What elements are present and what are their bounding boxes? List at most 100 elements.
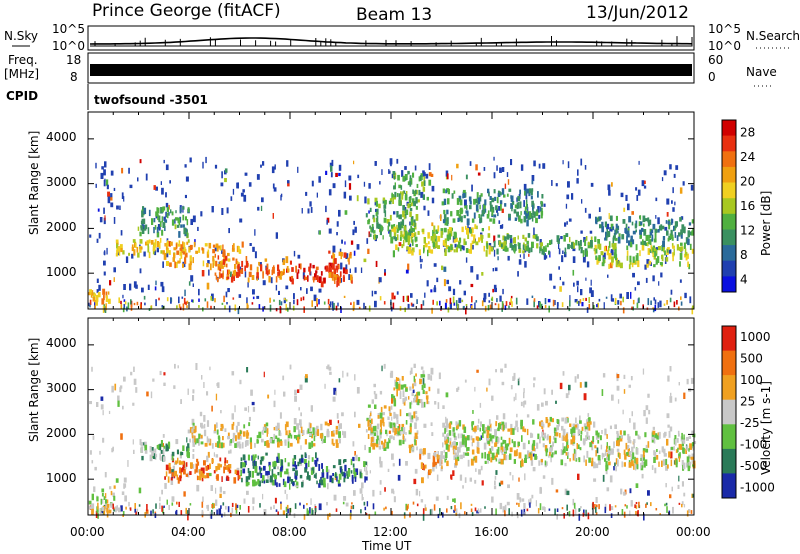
scatter-cell	[188, 281, 191, 286]
scatter-cell	[246, 367, 249, 373]
scatter-cell	[398, 242, 402, 247]
colorbar-segment	[722, 229, 736, 246]
echo-cell	[91, 290, 94, 294]
scatter-cell	[345, 502, 349, 507]
scatter-cell	[236, 182, 239, 189]
echo-cell	[266, 442, 269, 448]
echo-cell	[192, 435, 195, 440]
echo-cell	[653, 238, 657, 243]
clutter-cell	[461, 299, 464, 303]
scatter-cell	[443, 266, 447, 272]
echo-cell	[444, 440, 448, 445]
scatter-cell	[163, 372, 166, 376]
echo-cell	[597, 440, 600, 444]
echo-cell	[200, 441, 204, 445]
scatter-cell	[256, 295, 260, 299]
echo-cell	[309, 263, 312, 269]
echo-cell	[617, 230, 619, 234]
echo-cell	[258, 481, 261, 486]
scatter-cell	[155, 186, 158, 191]
scatter-cell	[152, 378, 155, 382]
echo-cell	[632, 256, 635, 263]
scatter-cell	[199, 411, 203, 417]
scatter-cell	[230, 196, 233, 201]
echo-cell	[262, 429, 264, 435]
echo-cell	[509, 242, 513, 248]
clutter-cell	[269, 304, 272, 312]
echo-cell	[152, 248, 155, 255]
clutter-cell	[94, 305, 96, 309]
clutter-cell	[134, 503, 136, 509]
echo-cell	[246, 432, 250, 436]
echo-cell	[442, 422, 445, 428]
echo-cell	[484, 460, 487, 464]
echo-cell	[668, 235, 671, 240]
clutter-cell	[293, 299, 295, 305]
echo-cell	[395, 377, 398, 384]
echo-cell	[175, 439, 179, 445]
scatter-cell	[538, 163, 541, 169]
scatter-cell	[129, 184, 133, 189]
echo-cell	[503, 194, 506, 198]
echo-cell	[101, 298, 105, 305]
clutter-cell	[112, 503, 114, 510]
clutter-cell	[234, 304, 237, 312]
echo-cell	[653, 247, 656, 252]
echo-cell	[691, 430, 694, 435]
echo-cell	[397, 247, 400, 252]
echo-cell	[351, 474, 354, 482]
echo-cell	[285, 430, 288, 436]
echo-cell	[591, 443, 594, 451]
echo-cell	[642, 215, 646, 223]
echo-cell	[406, 246, 409, 250]
echo-cell	[483, 245, 486, 252]
echo-cell	[223, 466, 225, 474]
scatter-cell	[543, 388, 546, 395]
echo-cell	[234, 443, 237, 448]
scatter-cell	[648, 409, 651, 415]
echo-cell	[636, 464, 639, 470]
scatter-cell	[89, 401, 92, 405]
echo-cell	[393, 175, 396, 180]
scatter-cell	[539, 239, 542, 246]
colorbar-segment	[722, 245, 736, 262]
scatter-cell	[641, 180, 645, 187]
echo-cell	[536, 442, 539, 449]
echo-cell	[413, 382, 417, 387]
echo-cell	[437, 245, 440, 249]
clutter-cell	[653, 297, 655, 301]
echo-cell	[307, 471, 309, 477]
echo-cell	[166, 207, 169, 213]
echo-cell	[670, 446, 674, 450]
scatter-cell	[300, 287, 302, 291]
echo-cell	[520, 460, 524, 467]
echo-cell	[645, 444, 648, 449]
scatter-cell	[159, 370, 162, 376]
scatter-cell	[110, 170, 114, 176]
echo-cell	[509, 235, 513, 239]
echo-cell	[530, 432, 532, 438]
echo-cell	[488, 191, 490, 197]
echo-cell	[352, 463, 355, 468]
echo-cell	[667, 237, 670, 242]
echo-cell	[163, 252, 167, 260]
scatter-cell	[170, 479, 174, 485]
echo-cell	[182, 214, 185, 221]
echo-cell	[416, 392, 418, 399]
echo-cell	[197, 461, 200, 466]
scatter-cell	[680, 216, 684, 220]
echo-cell	[511, 207, 513, 212]
clutter-cell	[638, 297, 640, 303]
echo-cell	[224, 255, 228, 261]
echo-cell	[523, 210, 527, 215]
echo-cell	[316, 425, 319, 430]
echo-cell	[314, 430, 317, 437]
echo-cell	[494, 429, 497, 436]
scatter-cell	[449, 437, 452, 441]
cpid-strip: CPID twofsound -3501	[6, 84, 208, 110]
echo-cell	[410, 236, 413, 243]
echo-cell	[365, 461, 367, 465]
echo-cell	[159, 453, 162, 460]
clutter-cell	[210, 513, 213, 519]
echo-cell	[251, 471, 254, 478]
